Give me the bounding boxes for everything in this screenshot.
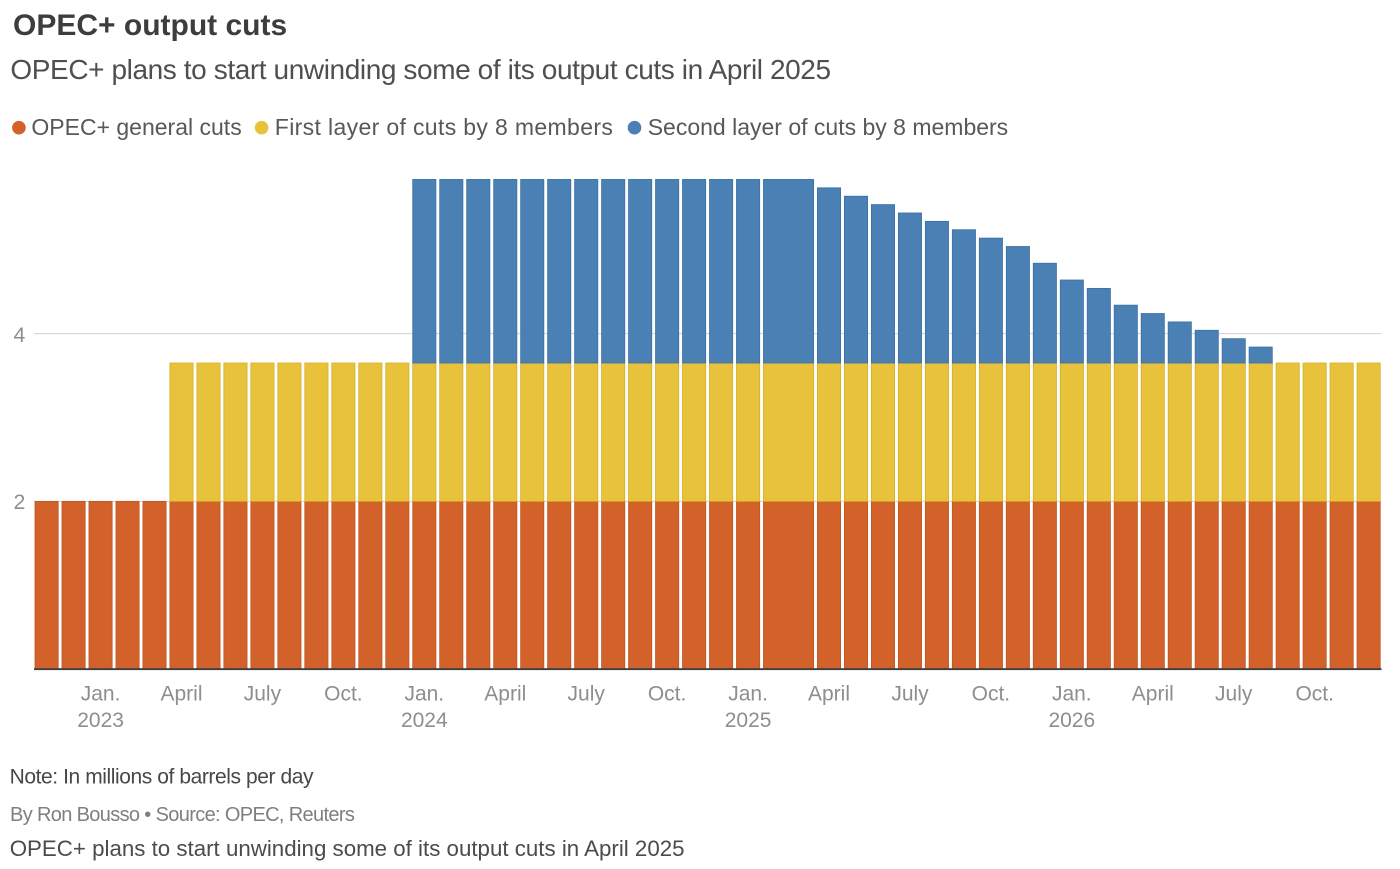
svg-text:Oct.: Oct. [972,683,1011,706]
svg-text:July: July [244,683,282,706]
svg-text:Oct.: Oct. [648,683,687,706]
svg-text:2025: 2025 [725,709,772,732]
svg-text:OPEC+ general cuts: OPEC+ general cuts [31,114,241,140]
svg-text:Jan.: Jan. [81,683,121,706]
svg-text:April: April [808,683,850,706]
svg-text:July: July [1215,683,1253,706]
svg-text:April: April [1132,683,1174,706]
svg-text:2026: 2026 [1048,709,1095,732]
svg-text:July: July [568,683,606,706]
svg-text:OPEC+ plans to start unwinding: OPEC+ plans to start unwinding some of i… [10,836,685,861]
svg-text:April: April [484,683,526,706]
svg-text:Jan.: Jan. [1052,683,1092,706]
svg-text:April: April [160,683,202,706]
svg-text:2024: 2024 [401,709,448,732]
svg-text:Jan.: Jan. [404,683,444,706]
svg-text:Jan.: Jan. [728,683,768,706]
svg-text:4: 4 [13,323,25,347]
svg-text:By Ron Bousso • Source: OPEC,: By Ron Bousso • Source: OPEC, Reuters [10,804,355,826]
svg-text:OPEC+ output cuts: OPEC+ output cuts [13,9,287,42]
svg-text:OPEC+ plans to start unwinding: OPEC+ plans to start unwinding some of i… [10,54,830,85]
svg-text:Oct.: Oct. [1295,683,1334,706]
svg-text:2023: 2023 [77,709,124,732]
svg-text:Second layer of cuts by 8 memb: Second layer of cuts by 8 members [648,114,1009,140]
svg-text:Oct.: Oct. [324,683,363,706]
svg-text:First layer of cuts by 8 membe: First layer of cuts by 8 members [275,114,613,140]
svg-text:Note: In millions of barrels p: Note: In millions of barrels per day [10,765,314,788]
svg-text:July: July [891,683,929,706]
svg-text:2: 2 [13,490,25,514]
